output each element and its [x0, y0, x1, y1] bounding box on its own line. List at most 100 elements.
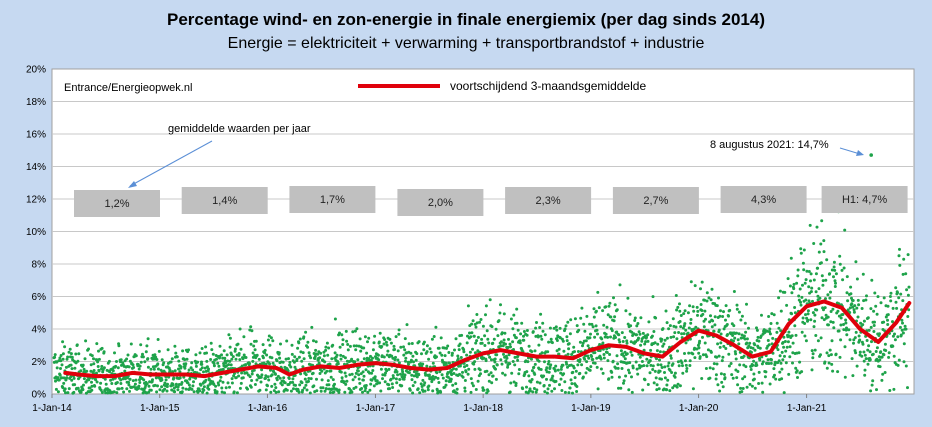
scatter-point — [877, 355, 881, 359]
scatter-point — [53, 355, 57, 359]
scatter-point — [403, 337, 407, 341]
scatter-point — [562, 372, 566, 376]
scatter-point — [533, 362, 537, 366]
scatter-point — [445, 346, 448, 350]
scatter-point — [353, 329, 357, 333]
scatter-point — [801, 283, 804, 287]
scatter-point — [121, 377, 125, 381]
scatter-point — [99, 388, 103, 392]
scatter-point — [79, 390, 83, 394]
scatter-point — [337, 388, 341, 392]
scatter-point — [276, 374, 280, 378]
scatter-point — [525, 385, 528, 389]
scatter-point — [698, 355, 702, 359]
scatter-point — [880, 355, 884, 359]
scatter-point — [820, 274, 824, 278]
scatter-point — [830, 268, 834, 272]
scatter-point — [119, 378, 123, 382]
scatter-point — [194, 364, 198, 368]
scatter-point — [891, 306, 895, 310]
scatter-point — [420, 352, 423, 356]
scatter-point — [391, 386, 395, 389]
scatter-point — [469, 377, 473, 381]
scatter-point — [563, 327, 567, 331]
scatter-point — [129, 342, 133, 346]
scatter-point — [327, 346, 331, 350]
scatter-point — [166, 348, 170, 352]
scatter-point — [154, 355, 158, 359]
scatter-point — [676, 349, 679, 353]
scatter-point — [500, 362, 504, 366]
scatter-point — [487, 373, 491, 377]
scatter-point — [61, 386, 65, 390]
scatter-point — [581, 375, 585, 379]
scatter-point — [853, 304, 857, 308]
scatter-point — [82, 383, 85, 387]
scatter-point — [891, 344, 895, 348]
scatter-point — [828, 296, 832, 300]
scatter-point — [240, 371, 244, 375]
scatter-point — [281, 360, 285, 364]
scatter-point — [407, 342, 411, 346]
scatter-point — [807, 270, 811, 273]
scatter-point — [662, 342, 666, 346]
scatter-point — [378, 331, 382, 335]
scatter-point — [553, 387, 556, 391]
scatter-point — [847, 328, 851, 332]
scatter-point — [828, 272, 832, 276]
scatter-point — [450, 373, 454, 377]
scatter-point — [838, 262, 842, 266]
scatter-point — [823, 306, 827, 310]
scatter-point — [796, 274, 800, 278]
scatter-point — [387, 367, 391, 371]
scatter-point — [600, 337, 604, 341]
scatter-point — [476, 335, 480, 339]
scatter-point — [827, 323, 830, 327]
scatter-point — [210, 348, 214, 352]
scatter-point — [737, 342, 741, 346]
scatter-point — [293, 355, 297, 359]
scatter-point — [425, 364, 429, 368]
scatter-point — [831, 307, 835, 311]
scatter-point — [806, 312, 810, 316]
scatter-point — [401, 370, 405, 374]
scatter-point — [173, 369, 177, 373]
scatter-point — [665, 336, 669, 340]
scatter-point — [761, 390, 765, 394]
scatter-point — [213, 388, 217, 392]
scatter-point — [845, 291, 849, 295]
annual-average-label: 1,7% — [320, 194, 345, 206]
scatter-point — [627, 368, 630, 372]
scatter-point — [61, 357, 65, 361]
scatter-point — [182, 375, 186, 379]
scatter-point — [518, 339, 522, 343]
scatter-point — [538, 381, 542, 385]
scatter-point — [405, 323, 409, 327]
scatter-point — [361, 370, 365, 374]
scatter-point — [324, 348, 328, 352]
scatter-point — [844, 321, 848, 325]
scatter-point — [904, 272, 908, 276]
scatter-point — [366, 340, 369, 344]
scatter-point — [141, 352, 144, 356]
scatter-point — [701, 312, 705, 316]
scatter-point — [663, 371, 666, 374]
scatter-point — [481, 324, 485, 328]
scatter-point — [237, 352, 241, 355]
scatter-point — [563, 390, 567, 394]
scatter-point — [355, 344, 359, 348]
scatter-point — [700, 280, 704, 284]
scatter-point — [265, 353, 269, 357]
scatter-point — [409, 358, 413, 362]
scatter-point — [878, 332, 881, 336]
scatter-point — [294, 383, 297, 387]
scatter-point — [719, 332, 723, 336]
scatter-point — [683, 322, 687, 326]
scatter-point — [872, 309, 876, 313]
scatter-point — [810, 349, 814, 353]
scatter-point — [363, 335, 367, 339]
scatter-point — [362, 346, 366, 350]
scatter-point — [589, 332, 592, 336]
scatter-point — [92, 369, 96, 372]
scatter-point — [490, 381, 494, 385]
